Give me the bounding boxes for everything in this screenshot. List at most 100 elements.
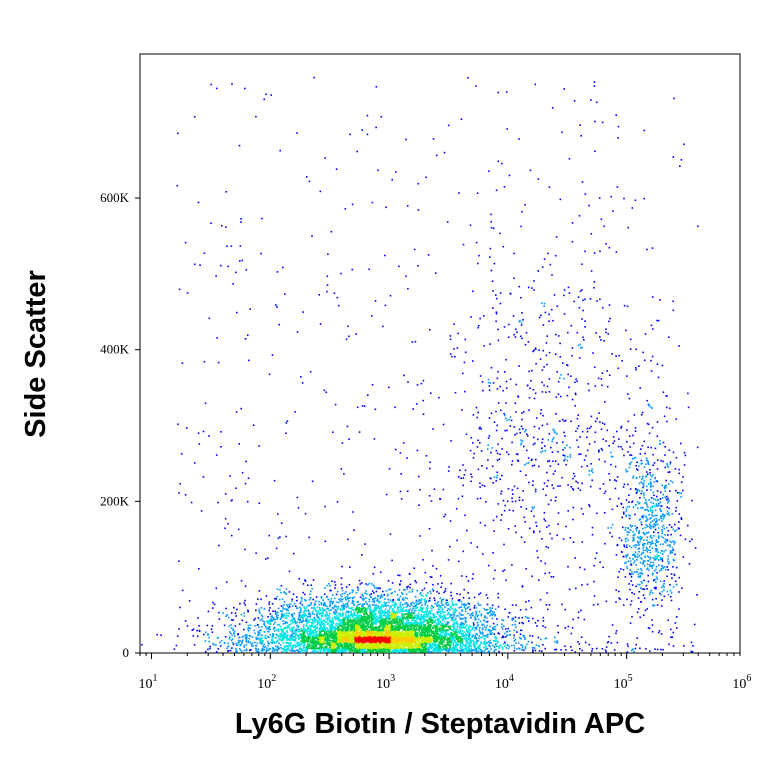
event-dot xyxy=(582,299,584,302)
event-dot xyxy=(308,643,311,645)
event-dot xyxy=(400,606,402,608)
event-dot xyxy=(516,459,519,462)
event-dot xyxy=(272,633,274,635)
event-dot xyxy=(643,197,645,200)
event-dot xyxy=(538,465,540,468)
event-dot xyxy=(361,605,363,607)
event-dot xyxy=(382,618,384,621)
event-dot xyxy=(372,610,374,612)
event-dot xyxy=(572,518,574,521)
event-dot xyxy=(280,617,282,620)
event-dot xyxy=(652,498,655,500)
event-dot xyxy=(524,615,527,618)
event-dot xyxy=(419,619,422,621)
event-dot xyxy=(384,618,386,621)
event-dot xyxy=(448,636,451,639)
event-dot xyxy=(292,635,294,637)
event-dot xyxy=(538,316,541,319)
event-dot xyxy=(332,644,335,646)
event-dot xyxy=(368,600,371,603)
event-dot xyxy=(319,651,321,653)
event-dot xyxy=(469,614,471,616)
event-dot xyxy=(351,591,354,594)
event-dot xyxy=(543,384,545,387)
event-dot xyxy=(212,642,214,645)
event-dot xyxy=(567,484,569,486)
event-dot xyxy=(286,631,289,634)
event-dot xyxy=(316,630,319,633)
event-dot xyxy=(531,575,533,578)
event-dot xyxy=(341,648,344,651)
event-dot xyxy=(332,621,334,623)
event-dot xyxy=(536,625,538,627)
event-dot xyxy=(313,647,315,649)
event-dot xyxy=(489,611,491,614)
event-dot xyxy=(328,615,330,617)
event-dot xyxy=(310,584,313,586)
event-dot xyxy=(331,580,333,582)
event-dot xyxy=(647,483,650,485)
event-dot xyxy=(431,630,434,632)
event-dot xyxy=(277,649,279,651)
event-dot xyxy=(375,606,378,609)
event-dot xyxy=(655,547,658,550)
event-dot xyxy=(347,616,349,619)
event-dot xyxy=(478,644,481,647)
event-dot xyxy=(342,603,345,606)
event-dot xyxy=(352,600,355,603)
event-dot xyxy=(670,533,672,536)
event-dot xyxy=(313,632,315,634)
event-dot xyxy=(555,648,558,651)
event-dot xyxy=(414,607,417,610)
event-dot xyxy=(513,277,515,280)
event-dot xyxy=(661,560,664,562)
event-dot xyxy=(425,645,427,648)
event-dot xyxy=(365,608,367,611)
event-dot xyxy=(376,650,378,653)
event-dot xyxy=(474,645,477,648)
event-dot xyxy=(627,483,629,486)
event-dot xyxy=(439,605,442,607)
event-dot xyxy=(521,586,524,588)
event-dot xyxy=(653,587,656,589)
event-dot xyxy=(651,355,654,358)
event-dot xyxy=(635,464,637,467)
event-dot xyxy=(645,457,648,459)
event-dot xyxy=(649,472,651,474)
event-dot xyxy=(436,611,438,614)
event-dot xyxy=(602,566,604,569)
event-dot xyxy=(623,513,625,515)
event-dot xyxy=(343,592,346,595)
event-dot xyxy=(371,624,374,626)
event-dot xyxy=(348,600,350,602)
event-dot xyxy=(515,531,517,534)
event-dot xyxy=(284,626,287,629)
event-dot xyxy=(389,588,392,590)
event-dot xyxy=(580,507,583,510)
event-dot xyxy=(463,606,466,608)
event-dot xyxy=(362,625,365,627)
event-dot xyxy=(684,454,687,457)
event-dot xyxy=(351,589,354,591)
event-dot xyxy=(225,607,227,610)
event-dot xyxy=(336,609,339,611)
event-dot xyxy=(498,650,500,653)
event-dot xyxy=(423,616,426,619)
event-dot xyxy=(401,598,404,601)
event-dot xyxy=(588,470,590,472)
event-dot xyxy=(331,601,333,603)
event-dot xyxy=(362,627,364,629)
event-dot xyxy=(289,628,292,631)
event-dot xyxy=(518,499,521,502)
event-dot xyxy=(614,479,616,481)
event-dot xyxy=(303,646,305,648)
event-dot xyxy=(430,619,432,622)
event-dot xyxy=(362,642,364,645)
event-dot xyxy=(240,642,243,645)
event-dot xyxy=(299,618,302,621)
event-dot xyxy=(632,506,635,508)
event-dot xyxy=(381,622,384,625)
event-dot xyxy=(395,613,398,616)
event-dot xyxy=(627,226,629,229)
event-dot xyxy=(295,596,298,598)
